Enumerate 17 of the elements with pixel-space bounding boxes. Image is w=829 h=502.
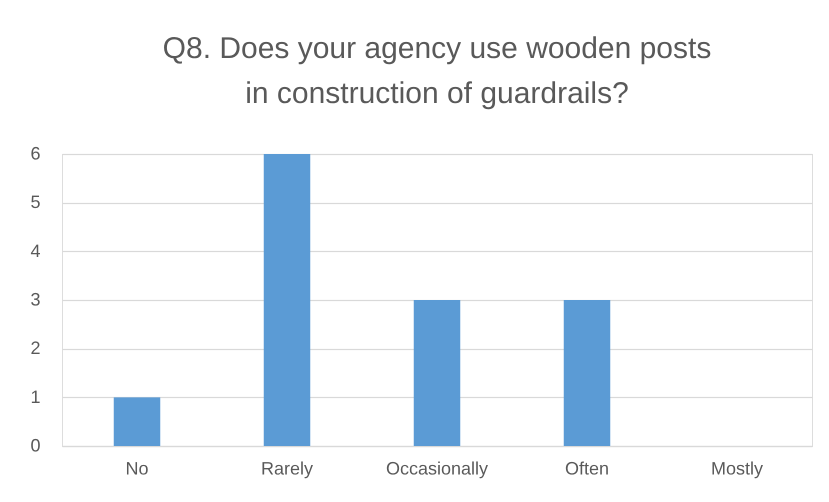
y-tick-label: 0: [30, 436, 40, 456]
bar: [114, 397, 160, 446]
x-tick-label: Often: [564, 458, 610, 478]
y-tick-label: 6: [30, 144, 40, 164]
y-tick-label: 3: [30, 290, 40, 310]
y-tick-label: 1: [30, 386, 40, 407]
x-tick-label: Rarely: [260, 458, 314, 478]
chart-title: Q8. Does your agency use wooden posts in construction of guardrails?: [162, 32, 712, 110]
bar: [414, 300, 460, 446]
x-tick-label: No: [125, 458, 149, 478]
y-tick-label: 2: [30, 338, 40, 358]
bar: [564, 300, 610, 446]
y-tick-label: 5: [30, 192, 40, 212]
y-tick-label: 4: [30, 240, 40, 261]
x-tick-label: Occasionally: [386, 458, 488, 478]
bar: [264, 154, 310, 446]
x-tick-label: Mostly: [710, 458, 764, 478]
